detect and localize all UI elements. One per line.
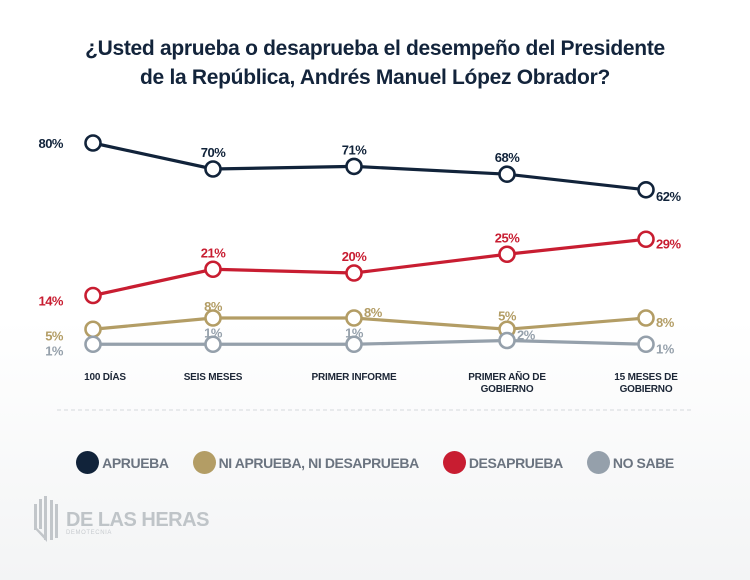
data-label-no-sabe: 1% — [204, 325, 223, 340]
series-line-no-sabe — [93, 338, 647, 346]
data-point-aprueba — [84, 134, 102, 152]
data-label-ni-aprueba-ni-desaprueba: 8% — [656, 315, 675, 330]
data-label-desaprueba: 20% — [342, 249, 367, 264]
legend-label: APRUEBA — [102, 454, 169, 471]
data-label-aprueba: 62% — [656, 189, 681, 204]
data-label-ni-aprueba-ni-desaprueba: 5% — [45, 328, 64, 343]
x-tick-label: PRIMER INFORME — [312, 372, 398, 383]
data-point-ni-aprueba-ni-desaprueba — [84, 320, 102, 339]
data-point-aprueba — [345, 157, 363, 176]
data-label-aprueba: 80% — [38, 136, 63, 151]
legend-item-desaprueba: DESAPRUEBA — [442, 451, 563, 474]
data-label-no-sabe: 1% — [656, 341, 675, 356]
data-point-ni-aprueba-ni-desaprueba — [345, 309, 363, 327]
x-tick-label: PRIMER AÑO DE — [468, 370, 546, 383]
series-line-aprueba — [92, 141, 647, 192]
data-label-ni-aprueba-ni-desaprueba: 8% — [364, 305, 383, 320]
data-label-desaprueba: 25% — [495, 230, 520, 245]
x-tick-label: 15 MESES DE — [614, 372, 678, 383]
legend-label: NI APRUEBA, NI DESAPRUEBA — [218, 454, 420, 471]
data-label-aprueba: 70% — [201, 145, 226, 160]
data-label-desaprueba: 21% — [201, 245, 226, 260]
data-point-desaprueba — [204, 260, 222, 279]
data-point-aprueba — [498, 165, 516, 183]
data-point-ni-aprueba-ni-desaprueba — [637, 309, 655, 327]
data-label-desaprueba: 29% — [656, 236, 681, 251]
data-label-aprueba: 68% — [495, 150, 520, 165]
legend-swatch — [586, 451, 610, 474]
legend-label: NO SABE — [612, 454, 674, 471]
data-point-aprueba — [637, 181, 655, 199]
legend-item-ni-aprueba: NI APRUEBA, NI DESAPRUEBA — [192, 451, 420, 474]
data-point-desaprueba — [345, 264, 363, 282]
series-line-desaprueba — [92, 237, 647, 298]
data-label-ni-aprueba-ni-desaprueba: 8% — [204, 299, 223, 314]
data-point-no-sabe — [204, 335, 222, 354]
logo-mark-icon — [34, 496, 58, 542]
legend: APRUEBA NI APRUEBA, NI DESAPRUEBA DESAPR… — [0, 451, 750, 474]
data-label-no-sabe: 1% — [45, 343, 64, 358]
legend-swatch — [442, 451, 466, 474]
data-label-aprueba: 71% — [342, 142, 367, 157]
x-tick-label: 100 DÍAS — [84, 370, 126, 383]
data-label-no-sabe: 2% — [517, 328, 536, 343]
data-point-ni-aprueba-ni-desaprueba — [204, 309, 222, 327]
data-label-ni-aprueba-ni-desaprueba: 5% — [498, 308, 517, 323]
x-tick-label: GOBIERNO — [481, 384, 534, 395]
chart-title: ¿Usted aprueba o desaprueba el desempeño… — [0, 34, 750, 92]
data-point-no-sabe — [345, 335, 363, 354]
data-point-no-sabe — [84, 335, 102, 354]
logo-name: DE LAS HERAS — [66, 509, 209, 531]
data-point-no-sabe — [637, 335, 655, 354]
data-point-no-sabe — [498, 331, 516, 350]
logo-subtitle: DEMOTECNIA — [66, 530, 113, 536]
data-point-desaprueba — [84, 286, 102, 305]
data-point-desaprueba — [498, 245, 516, 264]
legend-swatch — [76, 451, 100, 474]
legend-label: DESAPRUEBA — [468, 454, 563, 471]
data-point-aprueba — [204, 160, 222, 178]
data-point-desaprueba — [637, 230, 655, 249]
x-tick-label: GOBIERNO — [620, 384, 673, 395]
legend-item-no-sabe: NO SABE — [586, 451, 674, 474]
data-label-desaprueba: 14% — [38, 294, 63, 309]
brand-logo: DE LAS HERAS DEMOTECNIA — [32, 494, 209, 544]
x-tick-label: SEIS MESES — [184, 372, 243, 383]
legend-item-aprueba: APRUEBA — [76, 451, 169, 474]
title-line-2: de la República, Andrés Manuel López Obr… — [140, 66, 610, 89]
legend-swatch — [192, 451, 216, 474]
title-line-1: ¿Usted aprueba o desaprueba el desempeño… — [85, 37, 665, 60]
data-label-no-sabe: 1% — [345, 325, 364, 340]
